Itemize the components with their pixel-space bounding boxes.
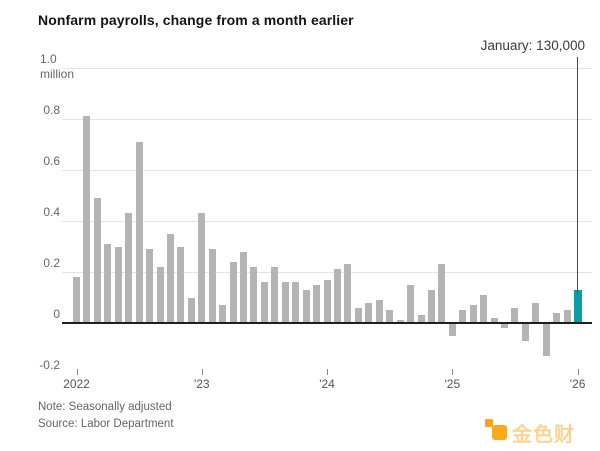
watermark-text: 金色财经 [512, 424, 575, 446]
bar-2022-04 [104, 243, 112, 323]
bar-2023-08 [271, 266, 279, 323]
x-axis-label: '26 [569, 377, 586, 391]
bar-2022-09 [156, 266, 164, 323]
logo-small-square-icon [485, 419, 493, 427]
bar-2025-11 [553, 312, 561, 323]
bar-2023-06 [250, 266, 258, 323]
gridline-0.8 [62, 119, 592, 120]
x-tick-25 [452, 369, 454, 375]
bar-2023-05 [240, 251, 248, 323]
bar-2025-02 [459, 310, 467, 323]
y-axis-label: 1.0 million [0, 52, 96, 81]
logo-big-square-icon [492, 425, 507, 440]
bar-2022-08 [146, 249, 154, 323]
chart-source: Source: Labor Department [38, 418, 174, 430]
bar-2024-08 [396, 320, 404, 323]
bar-2023-10 [292, 282, 300, 323]
zero-axis-line [62, 322, 592, 324]
bar-2022-11 [177, 246, 185, 323]
watermark-logo: 金色财经 [484, 416, 594, 446]
y-axis-label: 0 [53, 307, 60, 321]
x-axis-label: 2022 [63, 377, 90, 391]
x-axis-label: '23 [193, 377, 210, 391]
y-axis-label: 0.2 [43, 256, 60, 270]
annotation-pointer-line [576, 57, 578, 295]
x-tick-24 [327, 369, 329, 375]
bar-2023-03 [219, 305, 227, 323]
y-axis-label: 0.8 [43, 103, 60, 117]
x-tick-23 [201, 369, 203, 375]
gridline-1.0-million [62, 68, 592, 69]
bar-2022-12 [187, 297, 195, 323]
bar-2024-10 [417, 315, 425, 323]
bar-2022-07 [135, 141, 143, 323]
y-axis-label: 0.6 [43, 154, 60, 168]
bar-2022-03 [93, 198, 101, 323]
gridline-0.2 [62, 272, 592, 273]
bar-2024-12 [438, 264, 446, 323]
bar-2025-12 [563, 310, 571, 323]
bar-2025-06 [501, 323, 509, 329]
bar-2024-01 [323, 279, 331, 323]
bar-2023-02 [208, 249, 216, 323]
bar-2023-12 [313, 284, 321, 323]
bar-2025-04 [480, 294, 488, 323]
bar-2024-05 [365, 302, 373, 323]
bar-2024-04 [354, 307, 362, 323]
chart-title: Nonfarm payrolls, change from a month ea… [38, 12, 354, 28]
bar-2023-04 [229, 261, 237, 323]
x-tick-26 [577, 369, 579, 375]
bar-2025-07 [511, 307, 519, 323]
bar-2025-01 [448, 323, 456, 336]
bar-2024-11 [427, 289, 435, 323]
bar-2024-06 [375, 300, 383, 323]
annotation-label: January: 130,000 [480, 38, 585, 53]
bar-2023-11 [302, 289, 310, 323]
bar-2025-03 [469, 305, 477, 323]
bar-2022-05 [114, 246, 122, 323]
highlight-bar-2026-01 [573, 289, 582, 323]
bar-2024-03 [344, 264, 352, 323]
bar-2023-09 [281, 282, 289, 323]
bar-2024-02 [334, 269, 341, 323]
y-axis-label: 0.4 [43, 205, 60, 219]
bar-2022-10 [166, 233, 174, 323]
bar-2022-01 [73, 277, 80, 323]
x-axis-label: '24 [319, 377, 335, 391]
bar-2024-09 [407, 284, 415, 323]
bar-2025-09 [532, 302, 540, 323]
gridline-0.4 [62, 221, 592, 222]
x-tick-2022 [76, 369, 78, 375]
bar-2023-01 [198, 213, 206, 323]
gridline-0.6 [62, 170, 592, 171]
bar-2024-07 [386, 310, 394, 323]
bar-2022-06 [125, 213, 133, 323]
y-axis-label: -0.2 [39, 358, 60, 372]
bar-2025-10 [542, 323, 550, 357]
x-axis-label: '25 [444, 377, 461, 391]
bar-2025-08 [521, 323, 529, 341]
bar-2022-02 [83, 116, 91, 323]
chart-note: Note: Seasonally adjusted [38, 401, 172, 413]
bar-2025-05 [490, 317, 498, 323]
bar-2023-07 [260, 282, 268, 323]
